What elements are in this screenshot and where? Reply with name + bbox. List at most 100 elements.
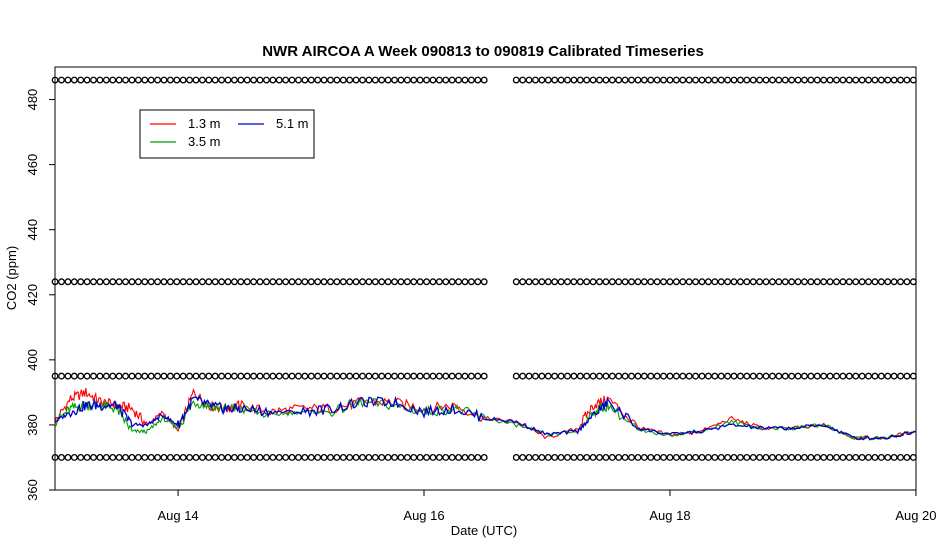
calibration-marker (903, 76, 911, 84)
calibration-marker (250, 372, 258, 380)
calibration-marker (788, 76, 796, 84)
calibration-marker (262, 454, 270, 461)
x-tick-label: Aug 16 (403, 508, 444, 523)
calibration-marker (429, 76, 437, 84)
calibration-marker (628, 372, 635, 380)
calibration-marker (147, 76, 155, 84)
calibration-marker (90, 278, 97, 286)
calibration-marker (122, 372, 129, 380)
calibration-marker (628, 454, 635, 461)
calibration-marker (615, 454, 623, 461)
calibration-marker (692, 372, 700, 380)
calibration-marker (218, 372, 226, 380)
calibration-marker (275, 372, 283, 380)
calibration-marker (557, 76, 565, 84)
calibration-marker (288, 454, 296, 461)
calibration-marker (64, 76, 72, 84)
calibration-marker (557, 278, 565, 286)
y-tick-label: 380 (25, 414, 40, 436)
calibration-marker (474, 454, 482, 461)
calibration-marker (762, 454, 770, 461)
calibration-marker (564, 76, 571, 84)
calibration-marker (467, 76, 475, 84)
calibration-marker (852, 278, 860, 286)
calibration-marker (455, 278, 463, 286)
calibration-marker (365, 76, 373, 84)
calibration-marker (621, 76, 629, 84)
calibration-marker (435, 278, 443, 286)
calibration-marker (288, 278, 296, 286)
calibration-marker (762, 278, 770, 286)
calibration-marker (666, 454, 674, 461)
calibration-marker (743, 278, 751, 286)
calibration-marker (717, 454, 725, 461)
calibration-marker (768, 454, 776, 461)
calibration-marker (794, 372, 802, 380)
calibration-marker (692, 454, 700, 461)
calibration-marker (384, 454, 392, 461)
calibration-marker (852, 76, 860, 84)
calibration-marker (333, 278, 341, 286)
calibration-marker (327, 278, 334, 286)
calibration-marker (333, 76, 341, 84)
y-tick-label: 420 (25, 284, 40, 306)
calibration-marker (608, 454, 616, 461)
calibration-marker (282, 454, 290, 461)
calibration-marker (602, 454, 610, 461)
calibration-marker (134, 76, 142, 84)
calibration-marker (467, 372, 475, 380)
calibration-marker (352, 278, 360, 286)
calibration-marker (519, 454, 527, 461)
calibration-marker (359, 454, 366, 461)
calibration-marker (442, 76, 450, 84)
calibration-marker (807, 454, 815, 461)
calibration-marker (339, 454, 347, 461)
calibration-marker (756, 278, 764, 286)
calibration-marker (307, 372, 315, 380)
calibration-marker (160, 372, 168, 380)
calibration-marker (525, 76, 533, 84)
calibration-marker (583, 372, 591, 380)
calibration-marker (77, 278, 85, 286)
calibration-marker (647, 372, 655, 380)
calibration-marker (839, 76, 847, 84)
calibration-marker (852, 372, 860, 380)
calibration-marker (640, 372, 648, 380)
x-axis-label: Date (UTC) (451, 523, 517, 538)
calibration-marker (448, 76, 456, 84)
calibration-marker (96, 454, 104, 461)
calibration-marker (51, 278, 59, 286)
calibration-marker (96, 278, 104, 286)
y-tick-label: 460 (25, 154, 40, 176)
calibration-marker (807, 278, 815, 286)
legend-label: 3.5 m (188, 134, 221, 149)
calibration-marker (461, 76, 469, 84)
calibration-marker (544, 454, 552, 461)
calibration-marker (128, 76, 136, 84)
calibration-marker (813, 76, 821, 84)
calibration-marker (205, 454, 213, 461)
calibration-marker (877, 278, 885, 286)
calibration-marker (237, 454, 245, 461)
calibration-marker (909, 278, 917, 286)
calibration-marker (583, 76, 591, 84)
calibration-marker (781, 278, 789, 286)
calibration-marker (672, 454, 680, 461)
calibration-marker (147, 278, 155, 286)
calibration-marker (525, 372, 533, 380)
series-line-3 (54, 395, 917, 441)
calibration-marker (198, 454, 206, 461)
calibration-marker (173, 454, 181, 461)
calibration-marker (397, 372, 405, 380)
calibration-marker (218, 76, 226, 84)
calibration-marker (58, 454, 65, 461)
legend: 1.3 m 5.1 m 3.5 m (139, 109, 315, 159)
calibration-marker (333, 454, 341, 461)
calibration-marker (820, 372, 828, 380)
calibration-marker (70, 76, 78, 84)
calibration-marker (102, 454, 110, 461)
calibration-marker (801, 76, 808, 84)
calibration-marker (122, 76, 129, 84)
calibration-marker (173, 76, 181, 84)
calibration-marker (359, 76, 366, 84)
